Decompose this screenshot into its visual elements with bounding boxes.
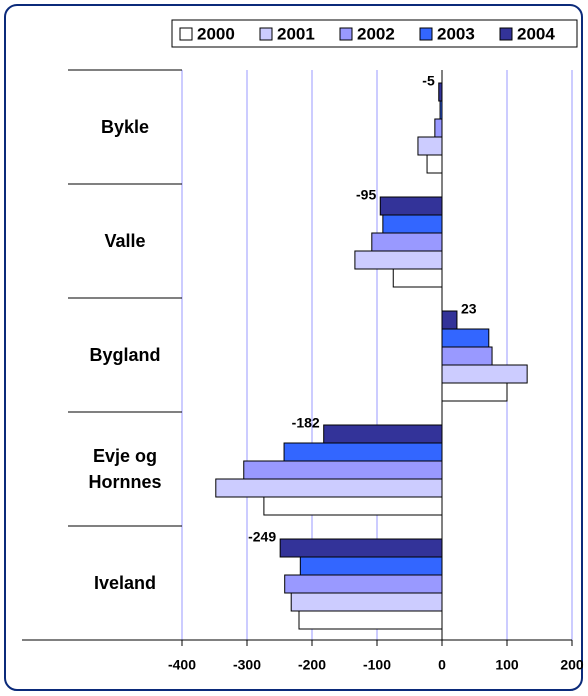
legend-label: 2000 [197,24,235,43]
bar [417,136,443,156]
legend-label: 2004 [517,24,555,43]
x-tick-label: -100 [363,657,391,673]
data-label: -182 [292,415,320,431]
bar [441,346,493,366]
data-label: -95 [356,187,376,203]
bar [243,460,443,480]
x-tick-label: -400 [168,657,196,673]
bar [354,250,443,270]
bar [290,592,443,612]
y-tick-label: Iveland [93,573,157,593]
bar [284,574,443,594]
bar [323,424,443,444]
data-label: 23 [461,301,477,317]
bar [441,310,458,330]
x-tick-label: 100 [495,657,519,673]
bar [263,496,443,516]
bar [441,364,528,384]
bar [441,328,490,348]
bar [379,196,443,216]
bar [426,154,443,174]
legend-label: 2002 [357,24,395,43]
legend-swatch [339,27,353,41]
data-label: -249 [248,529,276,545]
legend-label: 2003 [437,24,475,43]
y-tick-label: Evje og Hornnes [88,446,162,492]
bar [392,268,443,288]
y-tick-label: Bykle [100,117,150,137]
y-tick-label: Bygland [89,345,161,365]
data-label: -5 [422,73,435,89]
bar [371,232,443,252]
legend-swatch [179,27,193,41]
x-tick-label: -200 [298,657,326,673]
bar [283,442,443,462]
legend-label: 2001 [277,24,315,43]
bar [215,478,443,498]
bar [441,382,508,402]
bar [382,214,443,234]
x-tick-label: -300 [233,657,261,673]
chart-border [4,4,583,691]
bar [298,610,443,630]
bar [279,538,443,558]
legend-swatch [499,27,513,41]
y-tick-label: Valle [104,231,146,251]
bar [438,82,443,102]
bar [439,100,443,120]
legend-swatch [259,27,273,41]
bar [299,556,443,576]
bar [434,118,443,138]
legend-swatch [419,27,433,41]
x-tick-label: 0 [438,657,446,673]
x-tick-label: 200 [560,657,584,673]
